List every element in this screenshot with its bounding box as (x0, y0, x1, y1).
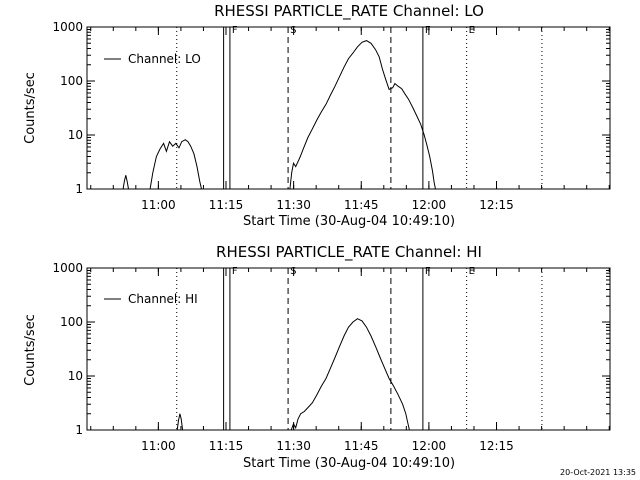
footer-timestamp: 20-Oct-2021 13:35 (560, 468, 636, 477)
x-tick-label: 12:15 (479, 198, 514, 212)
time-marker-label: F (425, 266, 431, 277)
y-tick-label: 1 (75, 182, 83, 196)
time-marker-label: F (425, 25, 431, 36)
y-tick-label: 1 (75, 423, 83, 437)
chart-title: RHESSI PARTICLE_RATE Channel: HI (216, 243, 482, 262)
time-marker-label: S (290, 25, 296, 36)
y-tick-label: 1000 (52, 20, 83, 34)
legend-label: Channel: LO (128, 52, 201, 66)
x-axis-label: Start Time (30-Aug-04 10:49:10) (243, 456, 455, 471)
x-tick-label: 11:45 (344, 439, 379, 453)
legend-label: Channel: HI (128, 292, 198, 306)
plot-frame (86, 267, 611, 431)
x-tick-label: 11:45 (344, 198, 379, 212)
series-line (149, 139, 202, 190)
x-tick-label: 11:00 (141, 198, 176, 212)
time-marker-label: E (469, 25, 475, 36)
chart-panel-lo: RHESSI PARTICLE_RATE Channel: LO Counts/… (23, 2, 611, 229)
x-tick-label: 11:30 (276, 439, 311, 453)
x-tick-label: 11:15 (209, 439, 244, 453)
series-line (176, 413, 184, 431)
y-axis-label: Counts/sec (23, 314, 38, 386)
time-marker-label: F (232, 266, 238, 277)
x-tick-label: 12:15 (479, 439, 514, 453)
time-marker-label: S (290, 266, 296, 277)
x-tick-label: 12:00 (412, 439, 447, 453)
series-line (289, 40, 436, 190)
x-tick-label: 11:15 (209, 198, 244, 212)
x-axis-label: Start Time (30-Aug-04 10:49:10) (243, 214, 455, 229)
x-tick-label: 12:00 (412, 198, 447, 212)
plot-frame (86, 26, 611, 190)
y-tick-label: 1000 (52, 261, 83, 275)
y-tick-label: 10 (68, 369, 83, 383)
y-tick-label: 100 (60, 74, 83, 88)
y-tick-label: 100 (60, 315, 83, 329)
chart-title: RHESSI PARTICLE_RATE Channel: LO (214, 2, 484, 21)
y-tick-label: 10 (68, 128, 83, 142)
y-axis-label: Counts/sec (23, 72, 38, 144)
series-line (290, 318, 410, 431)
time-marker-label: E (469, 266, 475, 277)
time-marker-label: F (232, 25, 238, 36)
chart-marks: 1 10 100 1000 11:00 11:15 11:30 11:45 12:00 12:15… (52, 20, 611, 212)
series-line (122, 175, 129, 190)
x-tick-label: 11:00 (141, 439, 176, 453)
chart-marks: 1 10 100 1000 11:00 11:15 11:30 11:45 12:00 12:15… (52, 261, 611, 453)
chart-panel-hi: RHESSI PARTICLE_RATE Channel: HI Counts/… (23, 243, 611, 471)
x-tick-label: 11:30 (276, 198, 311, 212)
